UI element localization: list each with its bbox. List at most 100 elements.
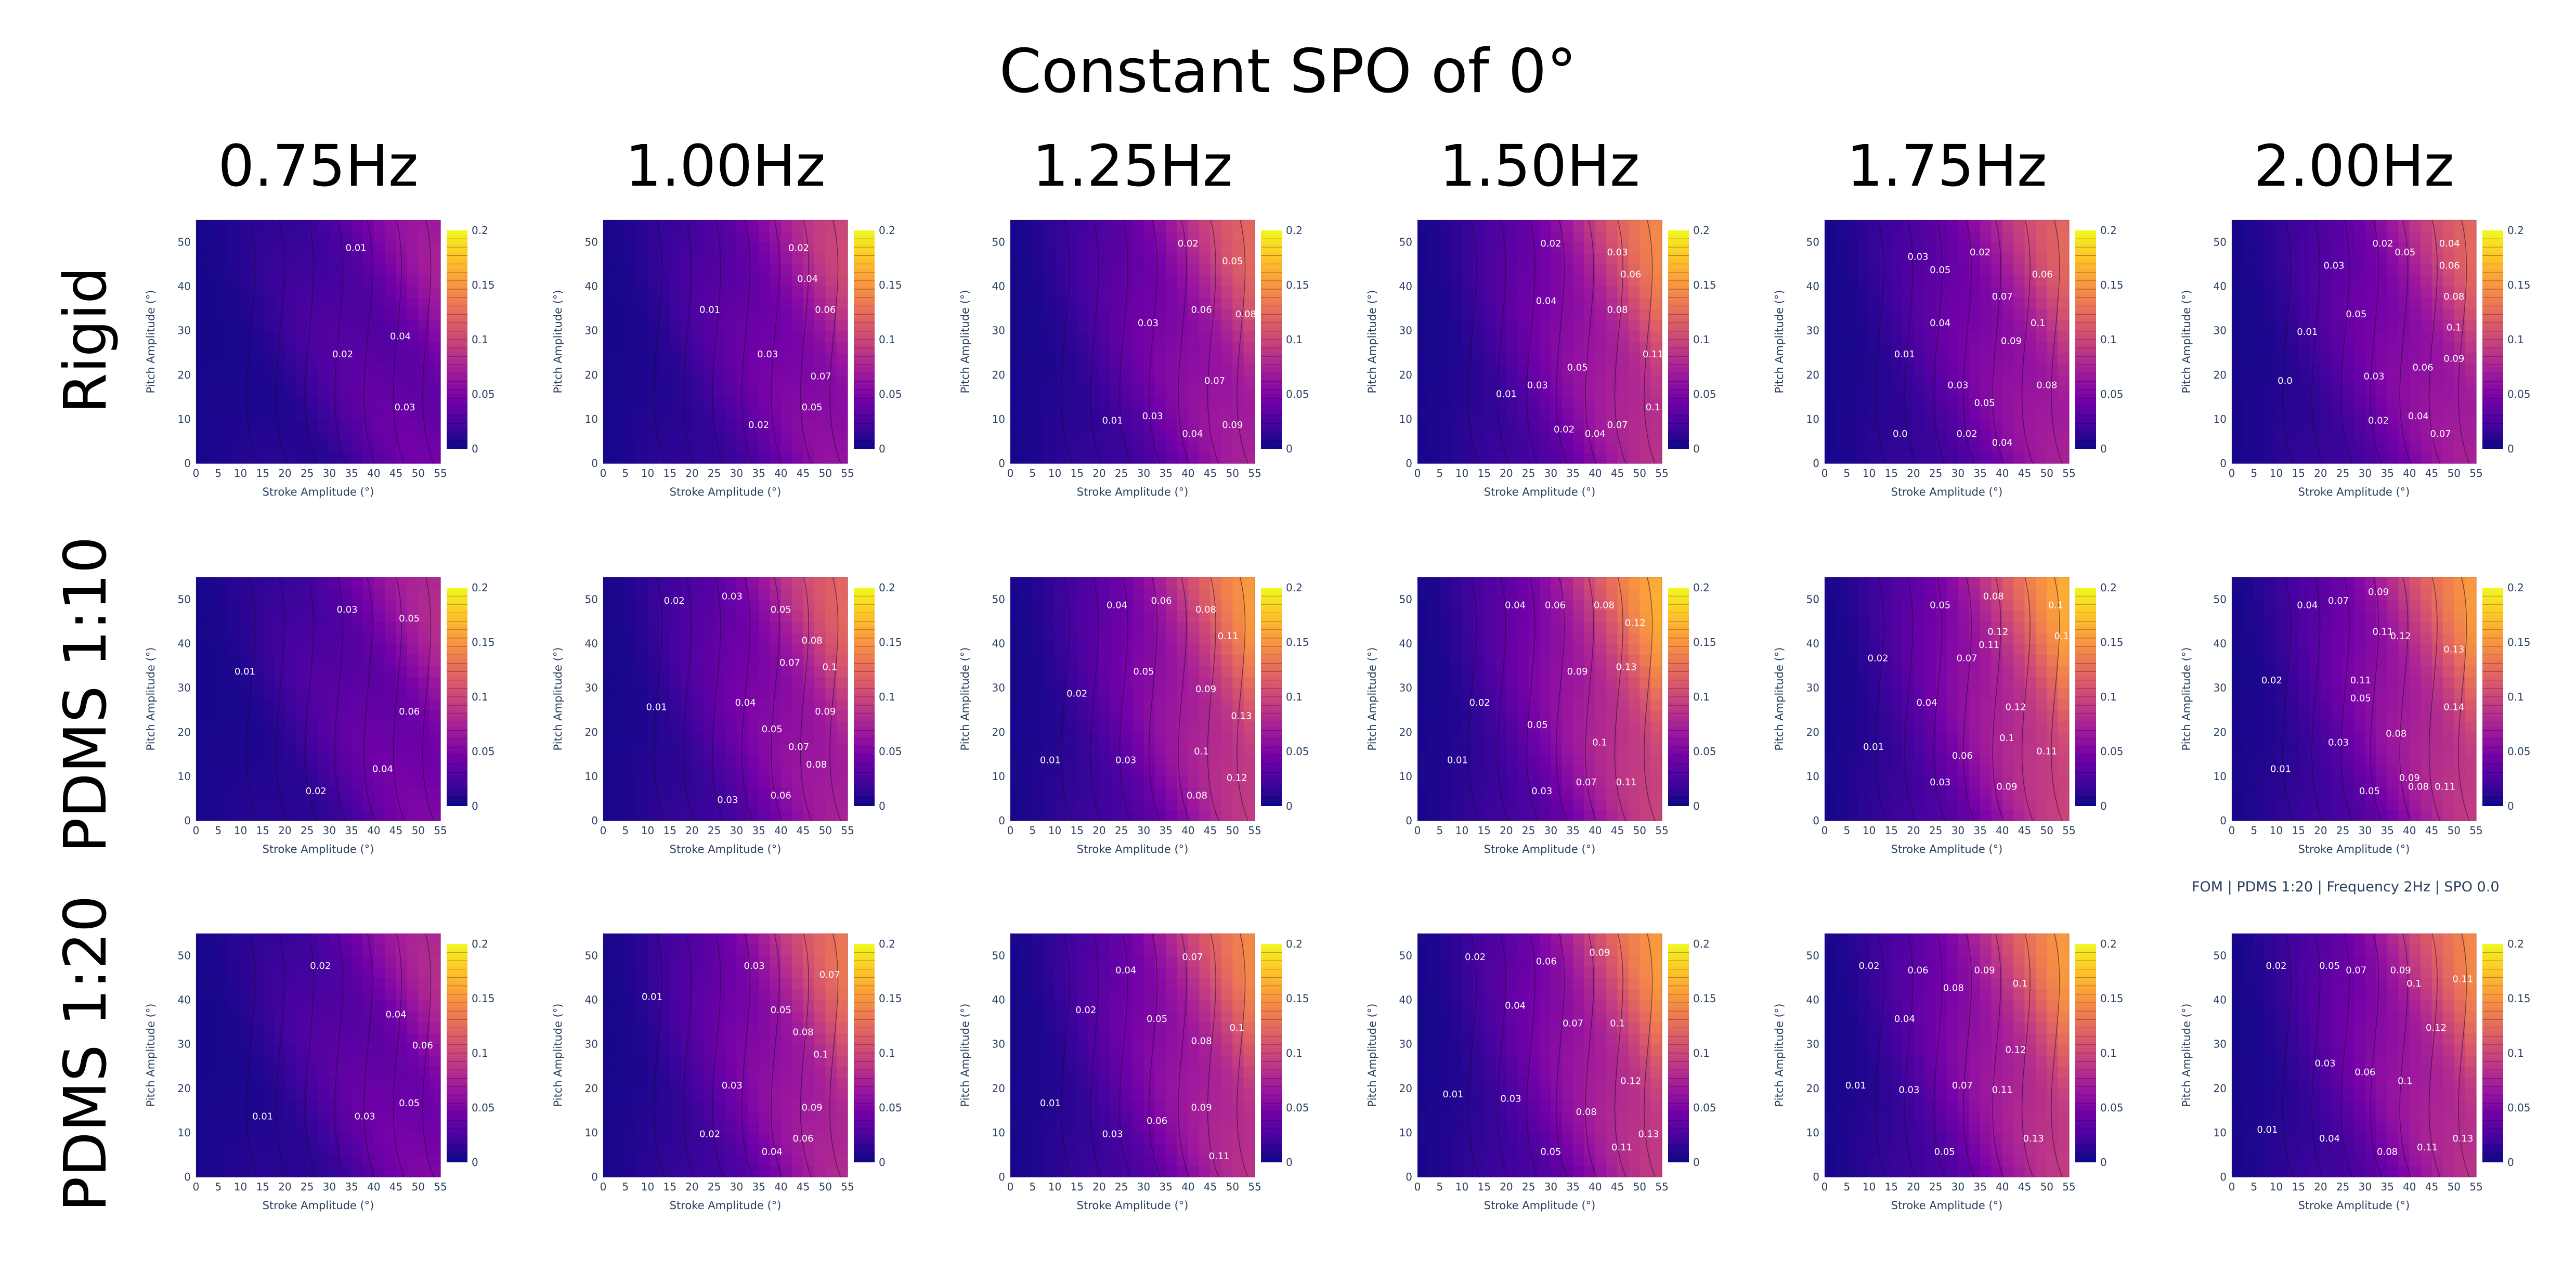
- contour-label: 0.1: [1592, 737, 1607, 748]
- contour-label: 0.04: [1505, 600, 1526, 611]
- colorbar-tick-label: 0: [472, 800, 478, 812]
- y-tick-label: 50: [992, 950, 1005, 962]
- colorbar-tick-label: 0.15: [879, 992, 902, 1005]
- y-axis-title: Pitch Amplitude (°): [552, 290, 564, 394]
- x-tick-label: 20: [2314, 1181, 2327, 1193]
- contour-label: 0.06: [2354, 1067, 2375, 1078]
- x-tick-label: 35: [345, 467, 358, 479]
- x-tick-label: 25: [708, 467, 721, 479]
- colorbar-tick-label: 0: [2507, 1156, 2514, 1169]
- x-tick-label: 45: [389, 467, 402, 479]
- contour-label: 0.04: [1930, 318, 1950, 329]
- x-tick-label: 10: [1048, 824, 1061, 837]
- x-tick-label: 45: [1611, 467, 1624, 479]
- x-tick-label: 45: [2018, 467, 2031, 479]
- contour-label: 0.11: [2452, 974, 2473, 985]
- y-tick-label: 20: [178, 369, 191, 381]
- x-tick-label: 40: [2403, 467, 2416, 479]
- contour-label: 0.05: [2359, 786, 2380, 797]
- x-tick-label: 40: [1996, 824, 2009, 837]
- y-tick-label: 0: [591, 814, 598, 827]
- colorbar-tick-label: 0.1: [472, 691, 488, 703]
- contour-line: [2311, 219, 2323, 464]
- contour-label: 0.04: [2319, 1133, 2340, 1144]
- x-tick-label: 55: [2062, 467, 2075, 479]
- x-tick-label: 10: [234, 467, 247, 479]
- x-tick-label: 55: [434, 824, 447, 837]
- contour-label: 0.01: [2297, 327, 2318, 338]
- x-tick-label: 5: [1843, 1181, 1850, 1193]
- contour-label: 0.02: [2266, 961, 2286, 971]
- contour-panel-r0-c0: 0.01 0.02 0.04 0.03 0 5 10 15 20 25 30 35 40 45 50 55 0 1…: [145, 219, 495, 498]
- x-tick-label: 5: [622, 467, 629, 479]
- y-tick-label: 10: [1806, 1126, 1819, 1139]
- contour-line: [771, 933, 783, 1177]
- y-tick-label: 20: [1399, 1082, 1412, 1095]
- x-tick-label: 35: [1159, 467, 1172, 479]
- y-tick-label: 0: [184, 1171, 191, 1183]
- contour-line: [1237, 577, 1248, 821]
- contour-label: 0.03: [1527, 380, 1548, 391]
- x-tick-label: 50: [1633, 467, 1646, 479]
- contour-label: 0.06: [1536, 956, 1557, 967]
- contour-panel-r0-c5: 0.020.050.040.03 0.060.080.050.10.090.010…: [2180, 219, 2531, 498]
- colorbar-tick-label: 0.05: [1693, 745, 1716, 758]
- column-header-4: 1.75Hz: [1846, 133, 2047, 199]
- contour-label: 0.03: [2363, 371, 2384, 382]
- contour-line: [2428, 219, 2441, 464]
- contour-label: 0.03: [1930, 777, 1950, 788]
- contour-line: [1237, 219, 1248, 464]
- contour-line: [422, 577, 434, 821]
- x-tick-label: 35: [1566, 1181, 1579, 1193]
- y-tick-label: 0: [1406, 457, 1412, 470]
- contour-line: [1644, 219, 1656, 464]
- contour-label: 0.05: [2350, 693, 2371, 704]
- contour-line: [1178, 219, 1190, 464]
- colorbar-tick-label: 0.05: [1693, 1101, 1716, 1114]
- contour-line: [2399, 933, 2411, 1177]
- x-tick-label: 40: [774, 1181, 787, 1193]
- contour-label: 0.07: [1576, 777, 1597, 788]
- colorbar-tick-label: 0.05: [2100, 745, 2124, 758]
- contour-line: [2458, 219, 2470, 464]
- column-header-3: 1.50Hz: [1439, 133, 1640, 199]
- contour-label: 0.05: [1222, 256, 1243, 267]
- contour-line: [363, 219, 375, 464]
- contour-panel-r2-c5: 0.02 0.05 0.07 0.09 0.1 0.11 0.12 0.03 0.06 0.1 0.…: [2180, 933, 2531, 1212]
- contour-label: 0.11: [2036, 746, 2057, 757]
- contour-label: 0.07: [1992, 291, 2013, 302]
- contour-label: 0.04: [390, 331, 411, 342]
- contour-label: 0.04: [2439, 238, 2460, 249]
- contour-label: 0.08: [806, 759, 827, 770]
- x-tick-label: 25: [708, 1181, 721, 1193]
- contour-label: 0.02: [2261, 675, 2282, 686]
- colorbar-tick-label: 0: [1286, 800, 1293, 812]
- y-tick-label: 50: [2214, 593, 2227, 606]
- contour-panel-r2-c2: 0.07 0.04 0.02 0.05 0.08 0.1 0.09 0.11 0.01 0.06 0…: [959, 933, 1309, 1212]
- x-tick-label: 45: [2018, 1181, 2031, 1193]
- colorbar-tick-label: 0.2: [2100, 581, 2117, 594]
- x-tick-label: 10: [641, 467, 654, 479]
- contour-label: 0.07: [788, 742, 809, 753]
- contour-line: [771, 219, 783, 464]
- colorbar-tick-label: 0.15: [2100, 279, 2124, 291]
- colorbar-tick-label: 0: [1693, 800, 1700, 812]
- contour-label: 0.02: [748, 420, 769, 431]
- contour-label: 0.02: [1066, 689, 1087, 699]
- x-tick-label: 45: [389, 1181, 402, 1193]
- x-tick-label: 20: [1500, 467, 1513, 479]
- y-tick-label: 0: [184, 814, 191, 827]
- contour-label: 0.03: [336, 604, 357, 615]
- contour-label: 0.03: [722, 591, 743, 602]
- y-tick-label: 30: [2214, 682, 2227, 694]
- colorbar-tick-label: 0.05: [879, 1101, 902, 1114]
- x-tick-label: 25: [301, 1181, 314, 1193]
- x-tick-label: 30: [1951, 1181, 1964, 1193]
- contour-label: 0.03: [1607, 247, 1628, 258]
- y-tick-label: 30: [1806, 1038, 1819, 1051]
- contour-label: 0.05: [1133, 666, 1154, 677]
- colorbar-tick-label: 0.2: [879, 224, 895, 237]
- x-tick-label: 20: [1907, 467, 1920, 479]
- y-tick-label: 20: [178, 726, 191, 738]
- x-axis-title: Stroke Amplitude (°): [263, 1199, 374, 1212]
